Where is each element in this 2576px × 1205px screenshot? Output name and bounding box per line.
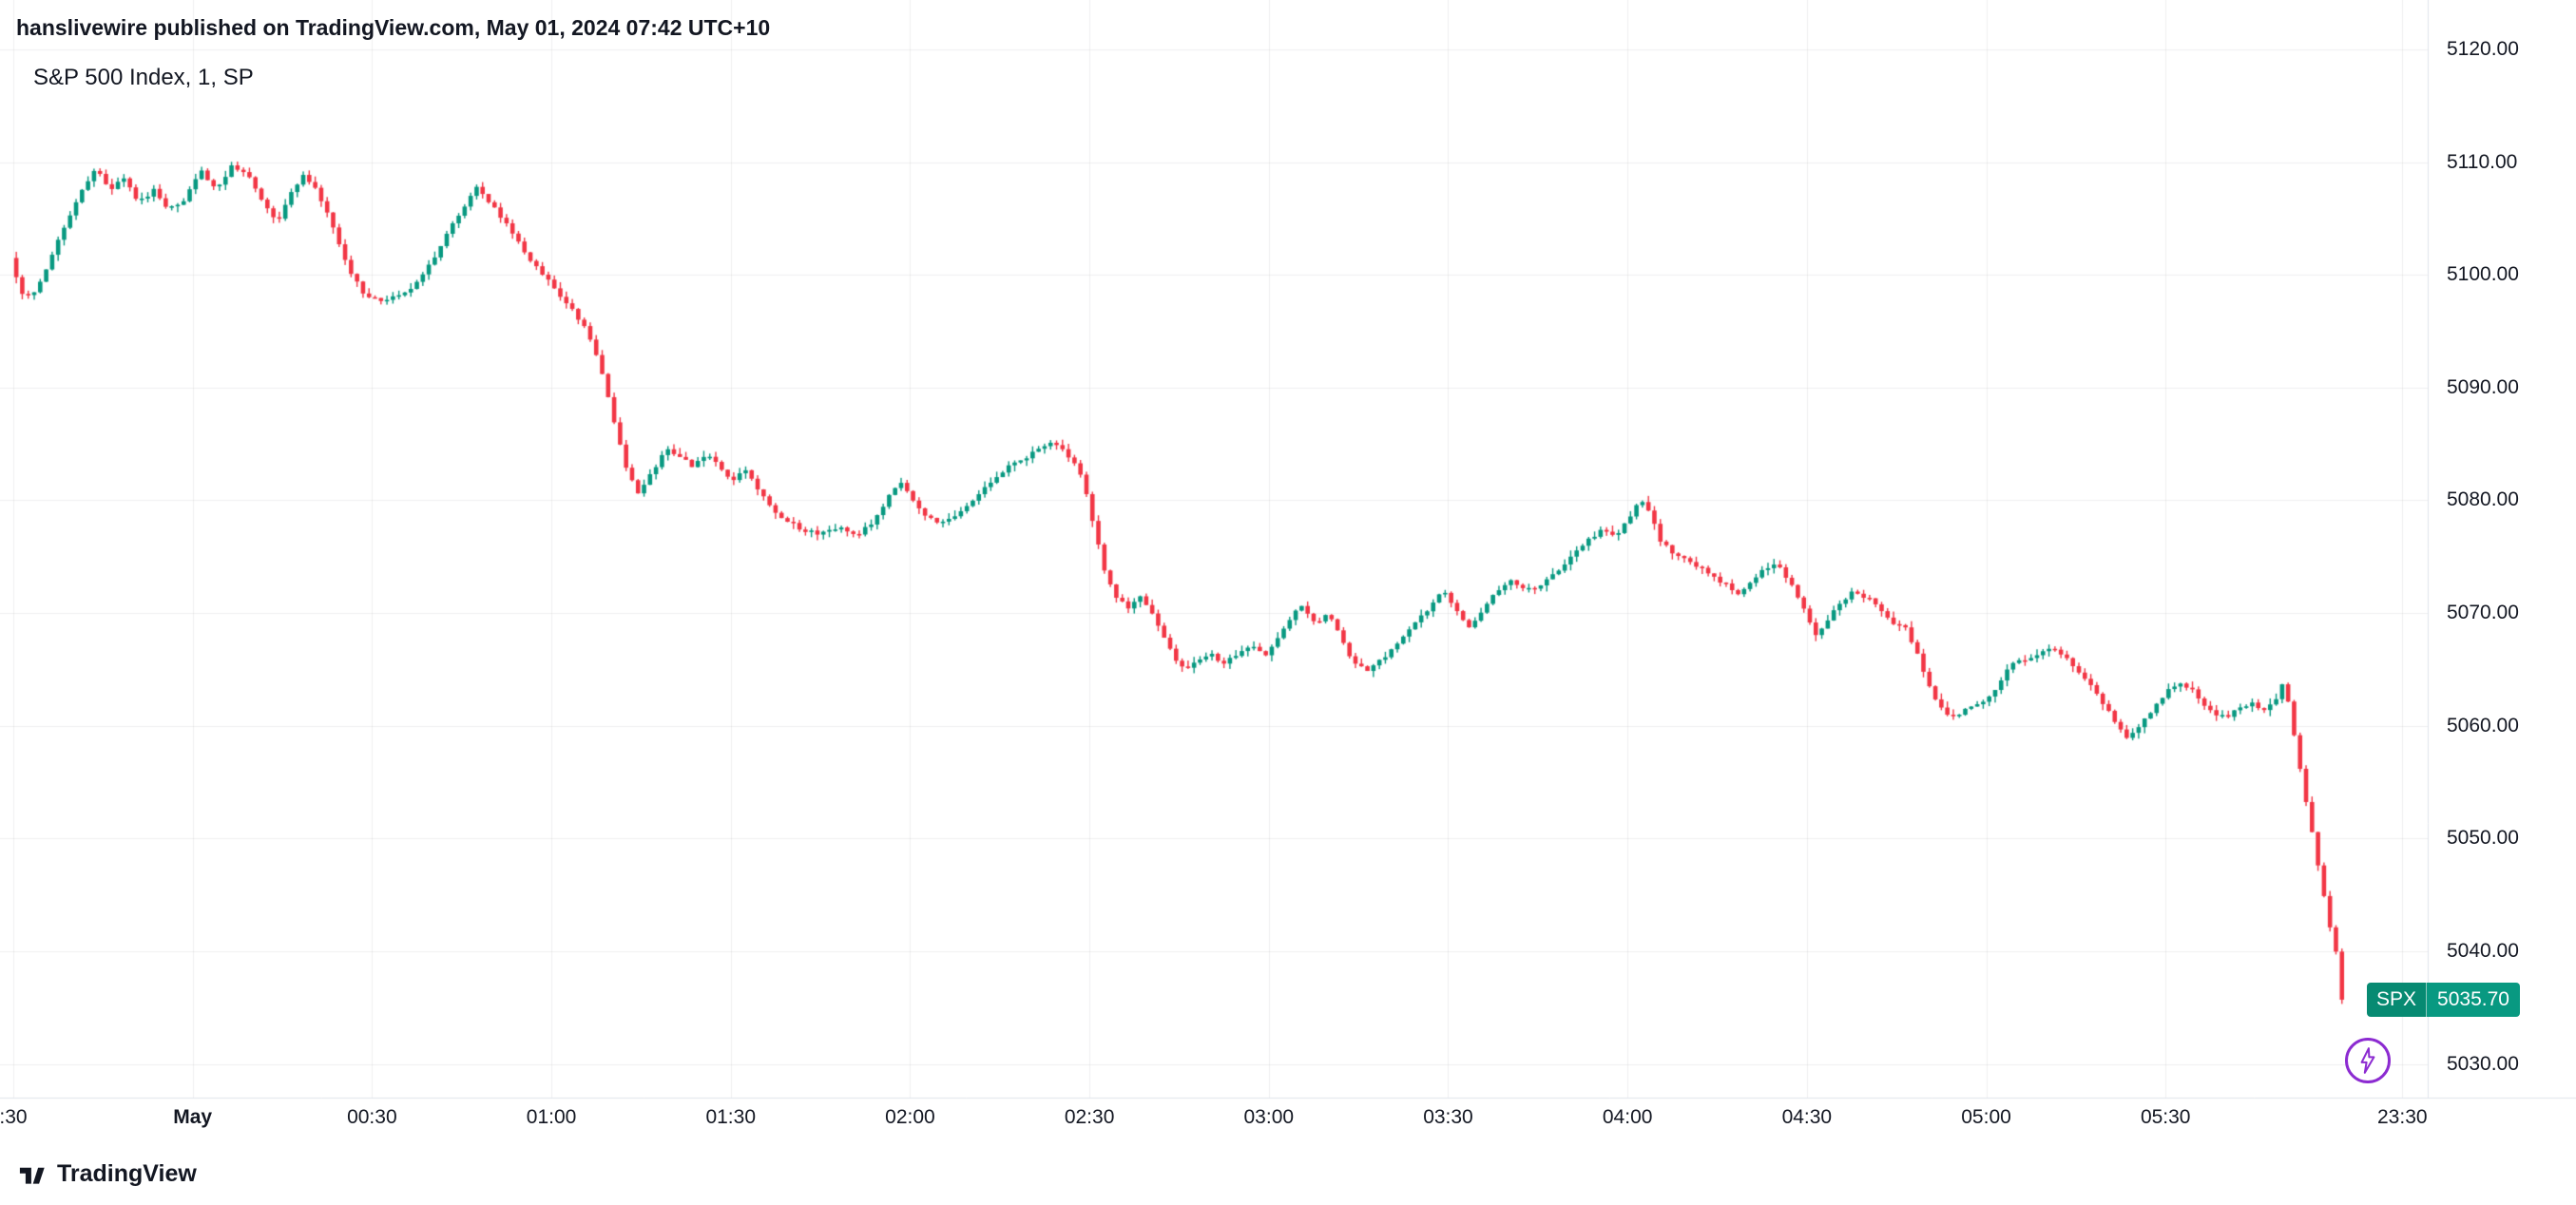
lightning-icon <box>2360 1047 2375 1074</box>
symbol-title: S&P 500 Index, 1, SP <box>33 65 254 90</box>
price-axis[interactable]: 5120.00 5110.00 5100.00 5090.00 5080.00 5070.… <box>2433 0 2576 1098</box>
time-axis-label: 05:00 <box>1961 1106 2011 1128</box>
time-axis-label: 04:30 <box>1781 1106 1833 1128</box>
time-axis-label: 03:30 <box>1423 1106 1473 1128</box>
price-axis-label: 5090.00 <box>2447 375 2519 398</box>
price-axis-label: 5050.00 <box>2447 827 2519 850</box>
badge-symbol-label: SPX <box>2367 982 2428 1017</box>
time-axis[interactable]: :30 May 00:30 01:00 01:30 02:00 02:30 03:00 03:3… <box>0 1100 2576 1146</box>
time-axis-label: 01:30 <box>705 1106 757 1128</box>
price-axis-label: 5110.00 <box>2447 150 2518 173</box>
attribution-text: hanslivewire published on TradingView.co… <box>16 15 771 40</box>
price-axis-label: 5040.00 <box>2447 939 2519 962</box>
time-axis-label: 23:30 <box>2377 1106 2428 1128</box>
last-price-badge: SPX 5035.70 <box>2367 982 2520 1017</box>
time-axis-label: 02:00 <box>885 1106 935 1128</box>
price-axis-label: 5070.00 <box>2447 602 2519 624</box>
footer: TradingView <box>16 1160 197 1188</box>
tradingview-logo[interactable] <box>16 1163 48 1186</box>
time-axis-label: 01:00 <box>526 1106 577 1128</box>
time-axis-label: 00:30 <box>347 1106 397 1128</box>
price-axis-label: 5120.00 <box>2447 38 2519 60</box>
price-axis-label: 5100.00 <box>2447 263 2519 286</box>
time-axis-label: 05:30 <box>2140 1106 2191 1128</box>
time-axis-label: :30 <box>0 1106 28 1128</box>
tradingview-brand-text[interactable]: TradingView <box>57 1160 197 1187</box>
price-axis-label: 5080.00 <box>2447 488 2519 511</box>
price-axis-label: 5060.00 <box>2447 714 2519 736</box>
realtime-lightning-button[interactable] <box>2345 1038 2391 1083</box>
time-axis-label: 04:00 <box>1602 1106 1653 1128</box>
badge-price-value: 5035.70 <box>2427 982 2520 1017</box>
time-axis-label: 02:30 <box>1064 1106 1115 1128</box>
price-axis-label: 5030.00 <box>2447 1052 2519 1075</box>
time-axis-label: May <box>173 1106 213 1128</box>
time-axis-label: 03:00 <box>1243 1106 1295 1128</box>
